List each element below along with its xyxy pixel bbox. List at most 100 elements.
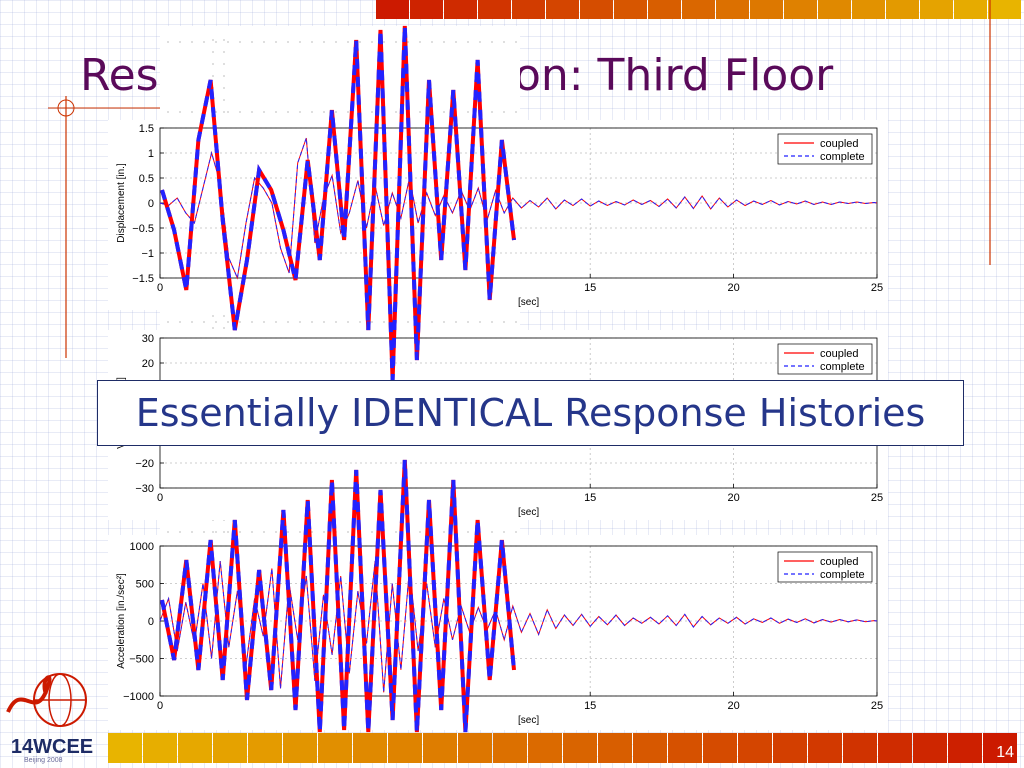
chart-displacement: 1.510.50−0.5−1−1.50 15 20 25[sec]Displaceme… — [116, 123, 883, 308]
background-grid-dot — [347, 531, 349, 533]
background-grid-dot — [503, 111, 505, 113]
strip-block — [948, 733, 982, 763]
legend-label-complete: complete — [820, 361, 865, 373]
background-grid-dot — [419, 41, 421, 43]
background-grid-dot — [371, 41, 373, 43]
background-grid-dot — [191, 321, 193, 323]
strip-block — [528, 733, 562, 763]
overlay-line-complete — [160, 25, 516, 381]
strip-block — [633, 733, 667, 763]
strip-block — [648, 0, 681, 19]
background-grid-dot — [515, 111, 517, 113]
x-tick-label: 20 — [727, 492, 739, 504]
background-grid-dot — [223, 39, 225, 41]
background-grid-dot — [443, 531, 445, 533]
series-line-coupled — [159, 560, 878, 693]
background-grid-dot — [287, 531, 289, 533]
background-grid-dot — [275, 111, 277, 113]
background-grid-dot — [335, 111, 337, 113]
background-grid-dot — [299, 111, 301, 113]
wcee-logo — [6, 673, 87, 727]
background-grid-dot — [212, 75, 214, 77]
background-grid-dot — [515, 41, 517, 43]
background-grid-dot — [239, 321, 241, 323]
strip-block — [750, 0, 783, 19]
x-tick-label: 0 — [157, 492, 163, 504]
background-grid-dot — [491, 531, 493, 533]
background-grid-dot — [371, 111, 373, 113]
background-grid-dot — [223, 51, 225, 53]
orange-bottom-strip — [108, 733, 1017, 763]
background-grid-dot — [223, 99, 225, 101]
strip-block — [213, 733, 247, 763]
background-grid-dot — [223, 75, 225, 77]
strip-block — [478, 0, 511, 19]
y-tick-label: 1 — [148, 148, 154, 160]
strip-block — [376, 0, 409, 19]
background-grid-dot — [212, 531, 214, 533]
y-tick-label: −500 — [129, 654, 154, 666]
background-grid-dot — [407, 321, 409, 323]
background-grid-dot — [223, 327, 225, 329]
background-grid-dot — [251, 321, 253, 323]
background-grid-dot — [227, 111, 229, 113]
background-grid-dot — [419, 531, 421, 533]
background-grid-dot — [407, 41, 409, 43]
background-grid-dot — [223, 315, 225, 317]
strip-block — [773, 733, 807, 763]
x-tick-label: 0 — [157, 700, 163, 712]
page-number: 14 — [996, 744, 1014, 761]
strip-block — [703, 733, 737, 763]
background-grid-dot — [287, 321, 289, 323]
background-grid-dot — [323, 321, 325, 323]
background-grid-dot — [395, 531, 397, 533]
background-grid-dot — [347, 41, 349, 43]
x-tick-label: 20 — [727, 700, 739, 712]
background-grid-dot — [223, 111, 225, 113]
background-grid-dot — [371, 321, 373, 323]
background-grid-dot — [212, 315, 214, 317]
logo-subtext: Beijing 2008 — [24, 757, 63, 764]
strip-block — [614, 0, 647, 19]
background-grid-dot — [491, 321, 493, 323]
strip-block — [143, 733, 177, 763]
background-grid-dot — [167, 321, 169, 323]
background-grid-dot — [299, 531, 301, 533]
background-grid-dot — [311, 111, 313, 113]
background-grid-dot — [215, 531, 217, 533]
strip-block — [784, 0, 817, 19]
strip-block — [920, 0, 953, 19]
y-tick-label: 30 — [142, 333, 154, 345]
background-grid-dot — [251, 531, 253, 533]
strip-block — [423, 733, 457, 763]
background-grid-dot — [359, 321, 361, 323]
strip-block — [983, 733, 1017, 763]
y-tick-label: 1.5 — [139, 123, 154, 135]
overlay-line-complete — [160, 459, 516, 733]
strip-block — [818, 0, 851, 19]
background-grid-dot — [227, 531, 229, 533]
strip-block — [954, 0, 987, 19]
y-tick-label: −1000 — [123, 691, 154, 703]
x-tick-label: 25 — [871, 700, 883, 712]
background-grid-dot — [299, 321, 301, 323]
strip-block — [738, 733, 772, 763]
strip-block — [682, 0, 715, 19]
background-grid-dot — [323, 531, 325, 533]
y-tick-label: −0.5 — [132, 223, 154, 235]
strip-block — [852, 0, 885, 19]
strip-block — [248, 733, 282, 763]
background-grid-dot — [347, 321, 349, 323]
legend-label-complete: complete — [820, 151, 865, 163]
background-grid-dot — [503, 41, 505, 43]
identical-callout: Essentially IDENTICAL Response Histories — [97, 380, 964, 446]
strip-block — [886, 0, 919, 19]
x-tick-label: 15 — [584, 492, 596, 504]
strip-block — [878, 733, 912, 763]
strip-block — [458, 733, 492, 763]
background-grid-dot — [167, 531, 169, 533]
strip-block — [353, 733, 387, 763]
y-tick-label: 20 — [142, 358, 154, 370]
